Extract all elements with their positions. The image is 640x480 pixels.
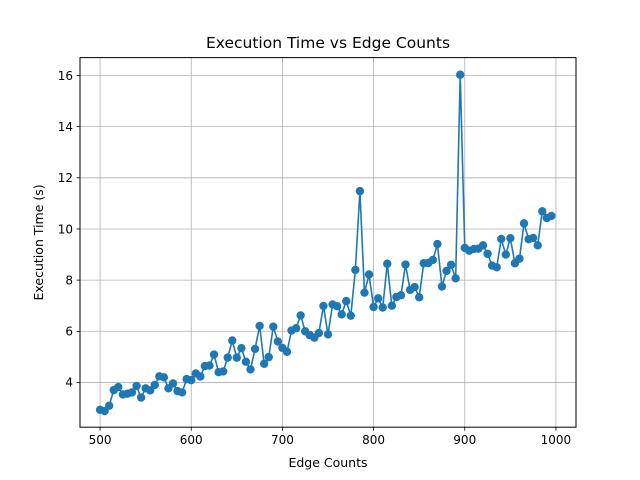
data-point <box>319 301 328 311</box>
data-point <box>342 296 351 306</box>
data-point <box>478 241 488 250</box>
series-execution-time <box>95 70 556 416</box>
data-point <box>410 282 419 292</box>
data-point <box>538 207 547 216</box>
data-point <box>218 367 228 376</box>
data-point <box>373 294 383 303</box>
data-point <box>228 336 237 345</box>
data-point <box>209 350 219 359</box>
data-point <box>269 322 278 331</box>
data-point <box>401 260 410 269</box>
data-point <box>346 311 355 320</box>
y-tick-label: 4 <box>65 376 73 390</box>
data-point <box>383 259 392 268</box>
data-point <box>177 388 187 397</box>
data-point <box>223 353 232 362</box>
chart-title: Execution Time vs Edge Counts <box>206 34 450 52</box>
data-point <box>497 234 506 244</box>
data-point <box>127 388 137 397</box>
data-point <box>387 301 397 310</box>
data-point <box>296 311 305 320</box>
data-point <box>501 250 510 259</box>
ticks: 500 600 700 800 900 1000 4 6 8 10 12 14 16 <box>58 69 571 447</box>
data-point <box>483 249 492 258</box>
data-point <box>196 372 205 381</box>
data-point <box>506 233 515 243</box>
data-point <box>187 375 196 385</box>
data-point <box>273 337 283 346</box>
y-tick-label: 10 <box>58 222 73 236</box>
data-point <box>428 255 438 265</box>
data-point <box>442 266 451 276</box>
y-tick-label: 8 <box>65 273 73 287</box>
data-point <box>547 211 556 221</box>
data-point <box>150 380 159 390</box>
data-point <box>114 382 123 392</box>
data-point <box>255 321 264 331</box>
data-point <box>332 302 342 311</box>
data-point <box>132 381 141 391</box>
data-point <box>396 291 406 300</box>
data-point <box>528 233 538 243</box>
data-point <box>159 373 169 382</box>
x-tick-label: 500 <box>89 433 112 447</box>
data-point <box>378 303 387 312</box>
data-point <box>533 241 542 250</box>
data-point <box>282 347 292 356</box>
data-point <box>104 401 114 410</box>
x-tick-label: 700 <box>271 433 294 447</box>
data-point <box>446 260 456 269</box>
data-point <box>437 282 447 291</box>
data-point <box>136 393 146 402</box>
data-point <box>351 265 360 275</box>
x-tick-label: 900 <box>453 433 476 447</box>
y-tick-label: 6 <box>65 325 73 339</box>
data-point <box>168 379 178 388</box>
x-tick-label: 1000 <box>541 433 572 447</box>
x-tick-label: 600 <box>180 433 203 447</box>
data-point <box>360 288 369 297</box>
x-tick-label: 800 <box>362 433 385 447</box>
data-point <box>515 254 524 263</box>
data-point <box>492 263 501 272</box>
data-point <box>259 359 269 368</box>
data-point <box>337 310 346 319</box>
data-point <box>451 274 460 283</box>
data-point <box>232 353 242 362</box>
y-tick-label: 12 <box>58 171 73 185</box>
data-point <box>250 344 260 354</box>
y-axis-label: Execution Time (s) <box>31 184 46 300</box>
data-point <box>323 330 333 339</box>
data-point <box>369 302 378 312</box>
data-point <box>237 343 246 353</box>
data-point <box>264 352 273 362</box>
y-tick-label: 16 <box>58 69 73 83</box>
data-point <box>355 186 365 196</box>
data-point <box>246 365 255 374</box>
data-point <box>241 357 251 366</box>
data-point <box>205 361 214 370</box>
plot-frame <box>79 57 577 428</box>
y-tick-label: 14 <box>58 120 73 134</box>
data-point <box>314 328 324 338</box>
data-point <box>364 270 374 279</box>
data-point <box>519 219 529 228</box>
x-axis-label: Edge Counts <box>288 455 367 470</box>
data-point <box>414 293 424 302</box>
data-point <box>291 324 301 333</box>
data-point <box>456 70 465 79</box>
data-point <box>433 239 442 249</box>
